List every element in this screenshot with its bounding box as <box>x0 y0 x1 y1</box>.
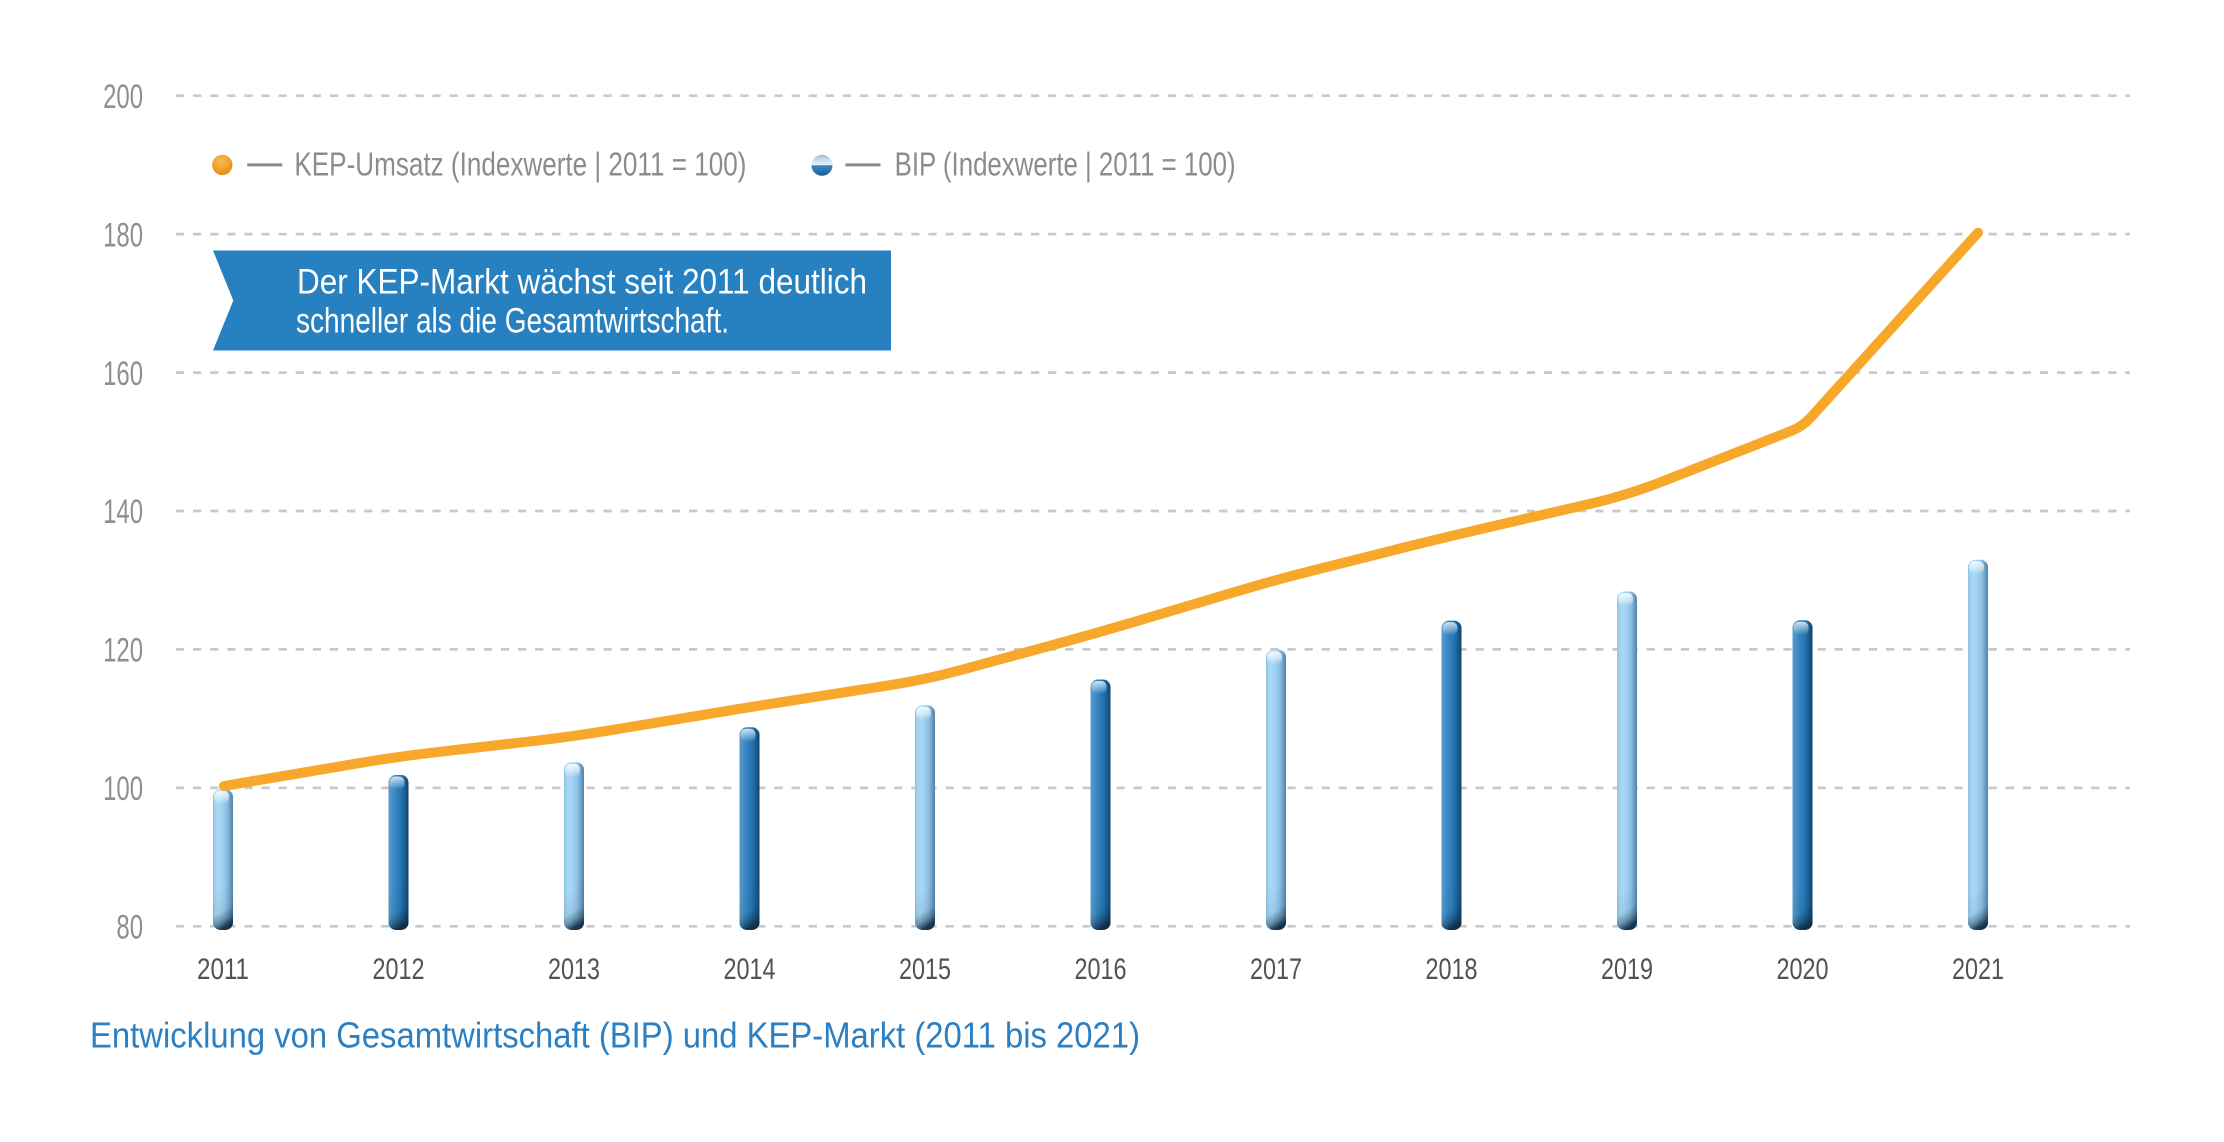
svg-text:2016: 2016 <box>1075 953 1127 986</box>
svg-text:Der KEP-Markt wächst seit 2011: Der KEP-Markt wächst seit 2011 deutlich <box>297 262 867 302</box>
svg-text:2013: 2013 <box>548 953 600 986</box>
svg-text:2014: 2014 <box>724 953 776 986</box>
svg-text:2015: 2015 <box>899 953 951 986</box>
svg-text:160: 160 <box>103 355 143 393</box>
svg-text:200: 200 <box>103 78 143 116</box>
svg-text:2021: 2021 <box>1952 953 2004 986</box>
svg-text:2018: 2018 <box>1426 953 1478 986</box>
svg-text:80: 80 <box>116 909 143 947</box>
svg-text:2011: 2011 <box>197 953 249 986</box>
svg-text:schneller als die Gesamtwirtsc: schneller als die Gesamtwirtschaft. <box>296 300 729 340</box>
svg-text:180: 180 <box>103 216 143 254</box>
svg-text:Entwicklung von Gesamtwirtscha: Entwicklung von Gesamtwirtschaft (BIP) u… <box>90 1015 1140 1056</box>
svg-text:BIP (Indexwerte | 2011 = 100): BIP (Indexwerte | 2011 = 100) <box>895 146 1236 183</box>
svg-text:120: 120 <box>103 632 143 670</box>
svg-text:2019: 2019 <box>1601 953 1653 986</box>
svg-text:140: 140 <box>103 493 143 531</box>
svg-text:2012: 2012 <box>373 953 425 986</box>
svg-text:KEP-Umsatz (Indexwerte | 2011: KEP-Umsatz (Indexwerte | 2011 = 100) <box>294 146 746 183</box>
svg-text:2017: 2017 <box>1250 953 1302 986</box>
svg-text:100: 100 <box>103 770 143 808</box>
svg-text:2020: 2020 <box>1777 953 1829 986</box>
